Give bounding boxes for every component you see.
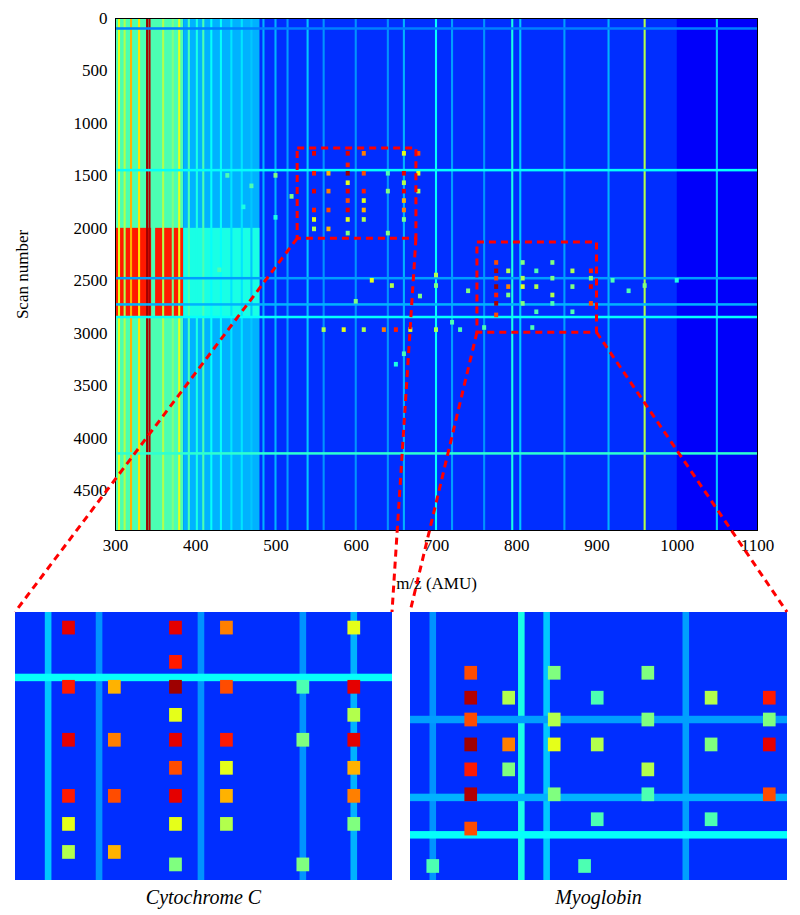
- svg-text:900: 900: [584, 536, 610, 555]
- svg-text:700: 700: [424, 536, 450, 555]
- svg-text:600: 600: [344, 536, 370, 555]
- svg-text:400: 400: [183, 536, 209, 555]
- html-text:Cytochrome C: Cytochrome C: [145, 886, 262, 908]
- svg-text:800: 800: [504, 536, 530, 555]
- svg-text:1000: 1000: [74, 114, 108, 133]
- svg-text:500: 500: [263, 536, 289, 555]
- svg-text:3500: 3500: [74, 376, 108, 395]
- svg-text:2500: 2500: [74, 271, 108, 290]
- svg-text:3000: 3000: [74, 324, 108, 343]
- svg-text:Scan number: Scan number: [13, 230, 32, 320]
- svg-text:1000: 1000: [660, 536, 694, 555]
- svg-text:500: 500: [82, 61, 108, 80]
- svg-text:4000: 4000: [74, 429, 108, 448]
- svg-text:1100: 1100: [741, 536, 774, 555]
- svg-text:m/z (AMU): m/z (AMU): [396, 574, 477, 593]
- svg-text:2000: 2000: [74, 219, 108, 238]
- svg-text:1500: 1500: [74, 166, 108, 185]
- svg-text:0: 0: [99, 9, 108, 28]
- html-text:Myoglobin: Myoglobin: [555, 886, 642, 908]
- svg-text:4500: 4500: [74, 481, 108, 500]
- svg-text:300: 300: [103, 536, 129, 555]
